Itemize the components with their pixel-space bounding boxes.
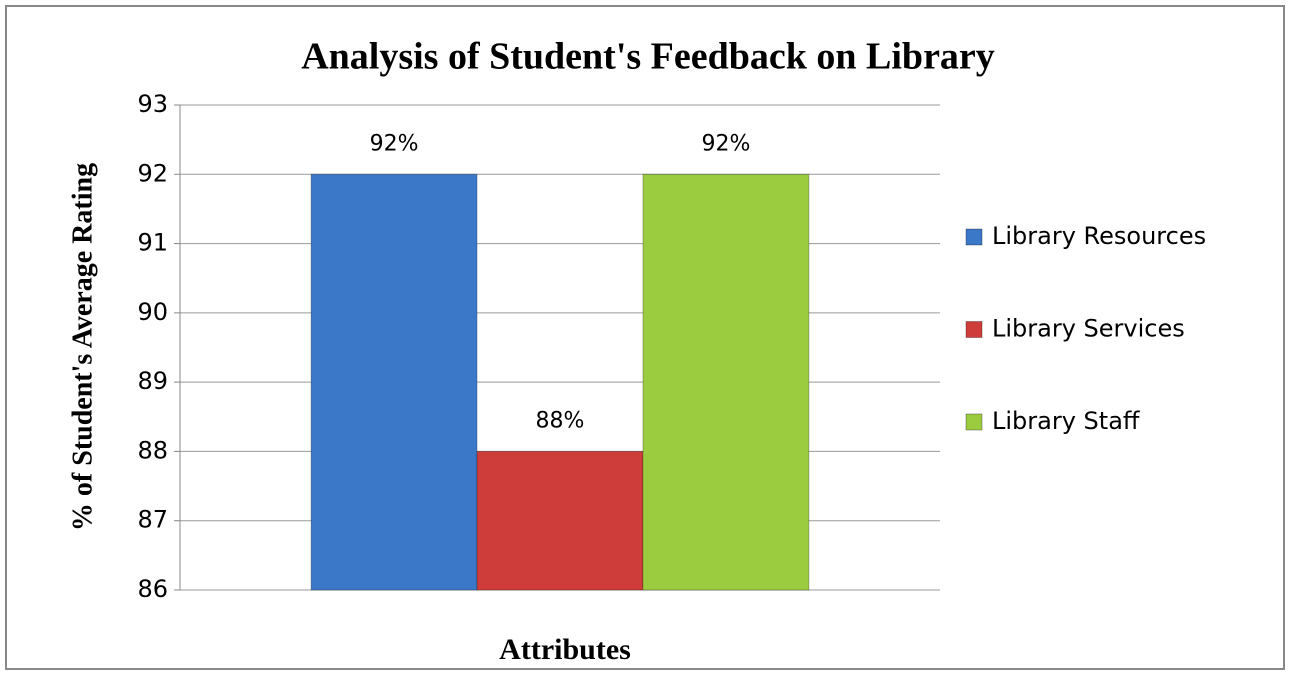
- y-tick-label: 86: [137, 575, 168, 603]
- legend-label: Library Staff: [992, 407, 1140, 435]
- y-tick-label: 92: [137, 159, 168, 187]
- data-label: 88%: [536, 408, 585, 433]
- y-tick-label: 91: [137, 229, 168, 257]
- y-tick-label: 90: [137, 298, 168, 326]
- y-tick-label: 87: [137, 506, 168, 534]
- x-axis-label: Attributes: [499, 633, 631, 666]
- legend-label: Library Services: [992, 315, 1185, 343]
- legend-swatch: [965, 413, 983, 431]
- legend-swatch: [965, 228, 983, 246]
- bar: [310, 173, 478, 591]
- legend-swatch: [965, 321, 983, 338]
- chart-title: Analysis of Student's Feedback on Librar…: [301, 36, 995, 78]
- data-label: 92%: [701, 131, 750, 156]
- bar: [642, 173, 810, 591]
- bar: [476, 450, 644, 591]
- y-tick-label: 93: [137, 90, 168, 118]
- legend-label: Library Resources: [992, 222, 1206, 250]
- y-axis-label: % of Student's Average Rating: [67, 163, 98, 531]
- data-label: 92%: [370, 131, 419, 156]
- y-tick-label: 88: [137, 436, 168, 464]
- y-tick-label: 89: [137, 367, 168, 395]
